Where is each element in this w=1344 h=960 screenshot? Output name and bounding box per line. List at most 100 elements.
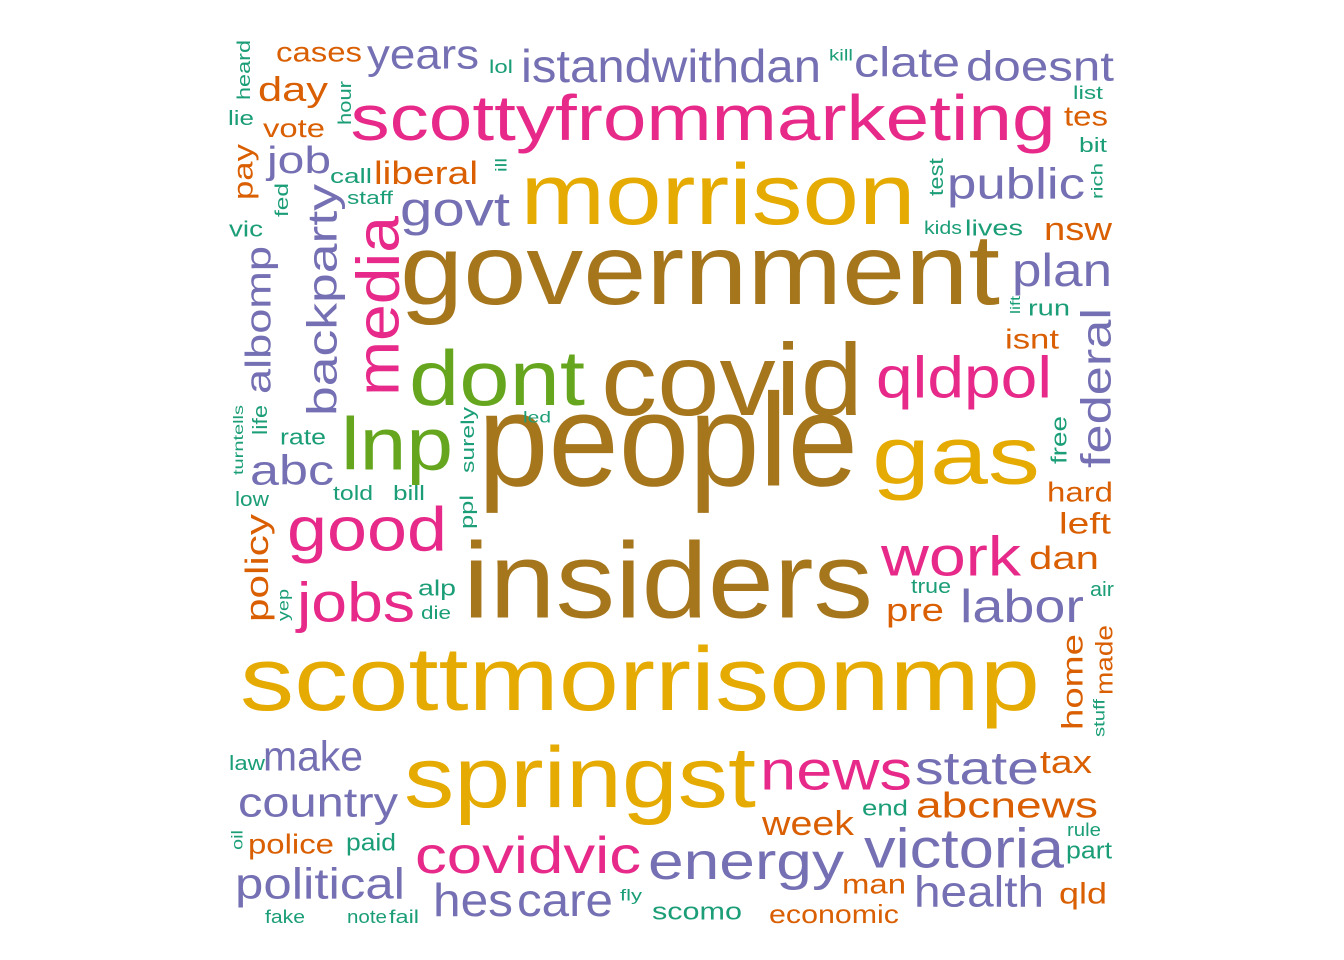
word-lol: lol (489, 57, 513, 77)
word-tax: tax (1040, 744, 1092, 780)
word-albomp: albomp (238, 246, 279, 394)
word-hard: hard (1047, 477, 1113, 508)
word-political: political (235, 860, 405, 909)
word-health: health (914, 868, 1044, 917)
word-care: care (517, 874, 613, 926)
word-rate: rate (280, 425, 326, 450)
word-clate: clate (854, 39, 960, 86)
word-die: die (421, 603, 451, 623)
word-true: true (911, 576, 951, 598)
word-day: day (258, 71, 328, 109)
word-policy: policy (239, 514, 275, 622)
word-led: led (523, 410, 551, 427)
word-dan: dan (1029, 540, 1099, 576)
word-fail: fail (389, 907, 419, 927)
word-victoria: victoria (864, 817, 1065, 880)
word-lives: lives (965, 216, 1023, 241)
word-pre: pre (886, 592, 944, 628)
word-abcnews: abcnews (916, 785, 1098, 826)
word-scottyfrommarketing: scottyfrommarketing (351, 82, 1056, 154)
word-bill: bill (393, 483, 425, 505)
word-economic: economic (769, 899, 899, 929)
word-end: end (862, 796, 908, 821)
word-energy: energy (648, 833, 844, 891)
word-scottmorrisonmp: scottmorrisonmp (240, 630, 1040, 730)
word-doesnt: doesnt (966, 43, 1114, 90)
word-made: made (1092, 625, 1119, 695)
word-bit: bit (1079, 135, 1108, 157)
word-ppl: ppl (457, 495, 477, 529)
word-dont: dont (409, 334, 585, 422)
word-springst: springst (404, 730, 756, 826)
word-years: years (367, 31, 479, 78)
word-staff: staff (347, 188, 394, 208)
word-make: make (263, 733, 363, 780)
word-pay: pay (228, 144, 259, 200)
word-abc: abc (250, 447, 334, 494)
word-istandwithdan: istandwithdan (521, 40, 821, 92)
word-week: week (761, 805, 855, 843)
word-jobs: jobs (295, 571, 415, 634)
word-good: good (287, 496, 447, 565)
word-country: country (238, 779, 398, 826)
word-government: government (400, 214, 1000, 326)
word-cases: cases (276, 37, 362, 68)
word-fed: fed (272, 183, 292, 217)
word-news: news (760, 739, 912, 802)
word-nsw: nsw (1044, 211, 1113, 247)
word-lnp: lnp (341, 403, 453, 486)
word-hour: hour (335, 81, 355, 125)
word-covidvic: covidvic (415, 827, 641, 885)
word-plan: plan (1012, 244, 1112, 296)
word-yep: yep (276, 589, 293, 621)
word-labor: labor (960, 580, 1084, 632)
word-police: police (248, 829, 334, 860)
word-fly: fly (620, 888, 642, 905)
word-life: life (250, 405, 272, 435)
word-paid: paid (346, 830, 396, 857)
word-alp: alp (418, 576, 456, 601)
word-govt: govt (400, 184, 510, 237)
word-public: public (947, 160, 1085, 209)
word-heard: heard (234, 40, 254, 100)
word-run: run (1028, 296, 1070, 321)
word-oil: oil (230, 830, 247, 850)
word-hes: hes (433, 874, 513, 926)
word-free: free (1047, 416, 1072, 464)
word-covid: covid (601, 323, 863, 437)
word-turntells: turntells (230, 405, 246, 475)
word-liberal: liberal (374, 155, 478, 191)
word-federal: federal (1073, 308, 1120, 468)
word-stuff: stuff (1092, 698, 1109, 737)
word-man: man (842, 869, 906, 900)
word-qldpol: qldpol (876, 346, 1052, 411)
word-rule: rule (1067, 820, 1101, 840)
word-rich: rich (1090, 163, 1107, 199)
word-note: note (347, 907, 387, 927)
word-kids: kids (924, 218, 962, 238)
word-backparty: backparty (299, 184, 346, 416)
word-kill: kill (829, 48, 853, 65)
word-surely: surely (458, 407, 478, 473)
word-tes: tes (1064, 101, 1108, 132)
word-law: law (229, 753, 266, 775)
word-people: people (478, 367, 858, 514)
word-fake: fake (265, 907, 305, 927)
word-call: call (330, 166, 372, 188)
word-media: media (345, 215, 412, 396)
word-lie: lie (228, 108, 254, 130)
word-lift: lift (1007, 296, 1023, 314)
word-gas: gas (872, 411, 1040, 502)
word-morrison: morrison (521, 147, 916, 243)
word-isnt: isnt (1005, 324, 1059, 355)
word-part: part (1066, 838, 1112, 865)
word-scomo: scomo (652, 899, 742, 926)
word-ill: ill (494, 158, 511, 172)
word-state: state (915, 742, 1039, 794)
word-work: work (880, 525, 1022, 588)
word-air: air (1090, 579, 1114, 601)
word-left: left (1059, 508, 1112, 541)
word-insiders: insiders (463, 520, 873, 641)
word-vic: vic (229, 217, 263, 242)
